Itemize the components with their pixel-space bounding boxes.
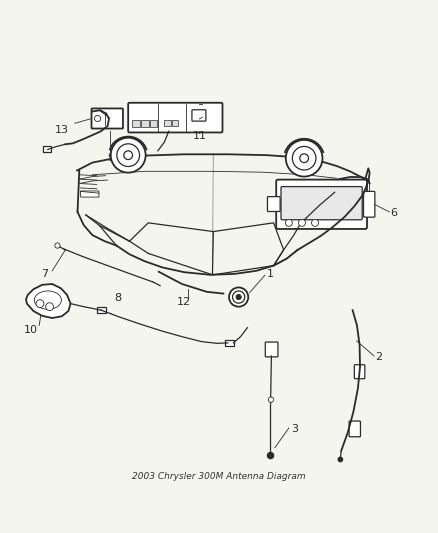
Circle shape	[111, 138, 146, 173]
Circle shape	[268, 453, 274, 458]
Text: 10: 10	[24, 325, 38, 335]
FancyBboxPatch shape	[128, 103, 223, 133]
Circle shape	[229, 287, 248, 306]
FancyBboxPatch shape	[364, 180, 369, 193]
Circle shape	[236, 294, 241, 300]
FancyBboxPatch shape	[164, 120, 170, 126]
Text: 2003 Chrysler 300M Antenna Diagram: 2003 Chrysler 300M Antenna Diagram	[132, 472, 306, 481]
Circle shape	[95, 116, 101, 122]
Text: 7: 7	[41, 269, 48, 279]
FancyBboxPatch shape	[132, 120, 140, 127]
Ellipse shape	[34, 291, 61, 309]
Text: 6: 6	[391, 208, 398, 218]
Circle shape	[55, 243, 60, 248]
Text: 1: 1	[267, 269, 274, 279]
Polygon shape	[26, 284, 71, 318]
FancyBboxPatch shape	[141, 120, 149, 127]
FancyBboxPatch shape	[354, 365, 365, 379]
Circle shape	[300, 154, 308, 163]
Circle shape	[292, 147, 316, 170]
FancyBboxPatch shape	[349, 421, 360, 437]
Text: 2: 2	[375, 352, 382, 362]
Text: 11: 11	[193, 131, 207, 141]
FancyBboxPatch shape	[192, 110, 206, 121]
Text: 8: 8	[114, 293, 121, 303]
Circle shape	[36, 300, 44, 308]
FancyBboxPatch shape	[97, 307, 106, 313]
Circle shape	[117, 144, 140, 166]
Circle shape	[311, 220, 318, 227]
FancyBboxPatch shape	[265, 342, 278, 357]
Circle shape	[124, 151, 133, 159]
FancyBboxPatch shape	[276, 180, 367, 229]
FancyBboxPatch shape	[281, 187, 362, 220]
FancyBboxPatch shape	[150, 120, 157, 127]
Text: 13: 13	[55, 125, 69, 135]
Circle shape	[233, 291, 245, 303]
FancyBboxPatch shape	[172, 120, 178, 126]
Circle shape	[268, 397, 274, 402]
Circle shape	[286, 220, 292, 227]
Circle shape	[298, 220, 305, 227]
Circle shape	[286, 140, 322, 176]
FancyBboxPatch shape	[364, 191, 375, 217]
Text: 12: 12	[177, 297, 191, 308]
FancyBboxPatch shape	[43, 147, 51, 152]
FancyBboxPatch shape	[92, 108, 123, 128]
FancyBboxPatch shape	[225, 340, 234, 346]
FancyBboxPatch shape	[81, 191, 99, 197]
FancyBboxPatch shape	[268, 197, 280, 212]
Text: 9: 9	[107, 153, 114, 163]
Text: 3: 3	[291, 424, 298, 434]
Circle shape	[338, 457, 343, 462]
Circle shape	[46, 303, 53, 311]
